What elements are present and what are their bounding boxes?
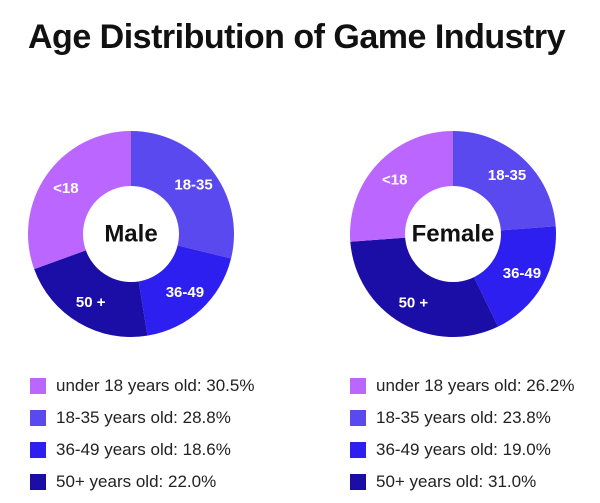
legend-item-male-under18: under 18 years old: 30.5% (30, 370, 254, 402)
male-slice-label: 18-35 (174, 176, 212, 193)
legend-label: under 18 years old: 26.2% (376, 376, 575, 395)
male-donut-chart: 18-35 36-49 50 + <18 Male (28, 131, 235, 337)
legend-swatch (30, 474, 46, 490)
male-legend: under 18 years old: 30.5% 18-35 years ol… (30, 370, 254, 498)
female-donut-chart: 18-35 36-49 50 + <18 Female (350, 131, 556, 337)
male-donut-hole (83, 186, 179, 282)
male-slice-label: 36-49 (166, 284, 204, 301)
male-slice-label: <18 (53, 180, 78, 197)
donut-charts: 18-35 36-49 50 + <18 Male 18-35 36-49 50 + <18 F… (28, 131, 556, 337)
female-slice-label: 18-35 (488, 167, 526, 184)
legend-item-female-under18: under 18 years old: 26.2% (350, 370, 574, 402)
female-slice-label: <18 (382, 171, 407, 188)
male-center-label: Male (104, 221, 157, 248)
legend-label: 36-49 years old: 19.0% (376, 440, 551, 459)
female-legend: under 18 years old: 26.2% 18-35 years ol… (350, 370, 574, 498)
legend-item-male-36-49: 36-49 years old: 18.6% (30, 434, 254, 466)
legend-swatch (350, 442, 366, 458)
legend-swatch (30, 410, 46, 426)
legend-item-female-50plus: 50+ years old: 31.0% (350, 466, 574, 498)
male-slice-label: 50 + (76, 294, 106, 311)
legend-item-female-18-35: 18-35 years old: 23.8% (350, 402, 574, 434)
female-donut-hole (405, 186, 501, 282)
legend-item-male-50plus: 50+ years old: 22.0% (30, 466, 254, 498)
chart-title: Age Distribution of Game Industry (28, 18, 565, 56)
legend-label: 50+ years old: 22.0% (56, 472, 217, 491)
legend-swatch (350, 378, 366, 394)
legend-label: 18-35 years old: 23.8% (376, 408, 551, 427)
legend-label: under 18 years old: 30.5% (56, 376, 255, 395)
legend-label: 36-49 years old: 18.6% (56, 440, 231, 459)
legend-swatch (350, 410, 366, 426)
legend-item-female-36-49: 36-49 years old: 19.0% (350, 434, 574, 466)
female-slice-label: 36-49 (503, 265, 541, 282)
legend-item-male-18-35: 18-35 years old: 28.8% (30, 402, 254, 434)
female-center-label: Female (412, 221, 495, 248)
legend-swatch (350, 474, 366, 490)
legend-label: 18-35 years old: 28.8% (56, 408, 231, 427)
female-slice-label: 50 + (399, 294, 429, 311)
legend-label: 50+ years old: 31.0% (376, 472, 537, 491)
legend-swatch (30, 442, 46, 458)
legend-swatch (30, 378, 46, 394)
